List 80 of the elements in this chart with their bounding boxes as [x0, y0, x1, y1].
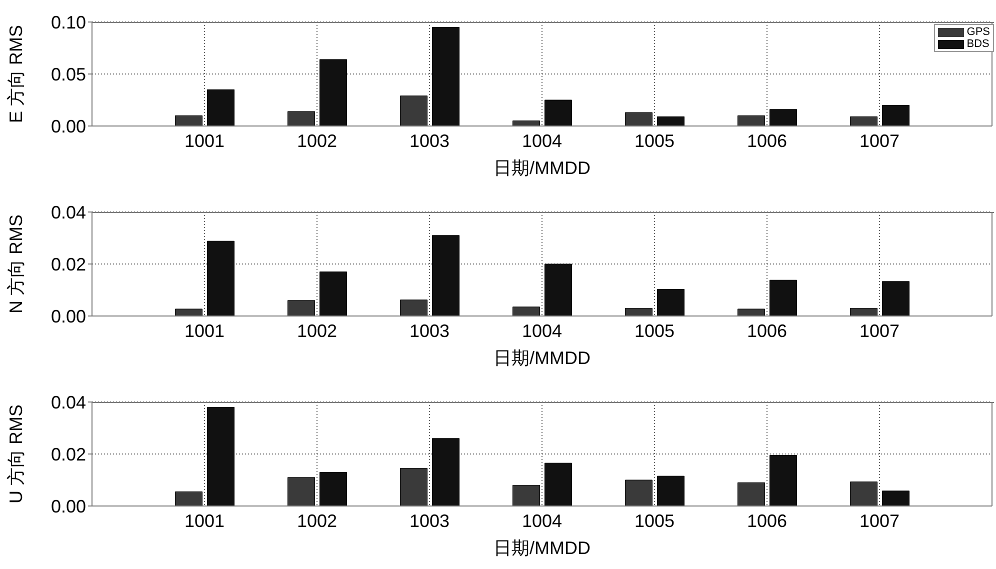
- x-tick-label: 1002: [296, 130, 338, 151]
- bar: [625, 480, 652, 506]
- bar: [400, 300, 428, 316]
- legend-label: BDS: [966, 38, 990, 50]
- y-tick-label: 0.02: [50, 444, 86, 464]
- bar: [432, 438, 460, 506]
- y-axis-title: U 方向 RMS: [6, 404, 26, 504]
- x-axis-title: 日期/MMDD: [494, 538, 590, 558]
- bar: [625, 112, 652, 126]
- y-axis-title: N 方向 RMS: [6, 214, 26, 314]
- bar: [625, 308, 652, 316]
- y-tick-label: 0.04: [50, 392, 86, 412]
- bar: [770, 109, 797, 126]
- x-tick-label: 1007: [859, 510, 900, 531]
- x-tick-label: 1004: [522, 510, 562, 531]
- bar: [288, 111, 315, 126]
- x-tick-label: 1005: [634, 130, 675, 151]
- bar: [738, 308, 765, 316]
- x-tick-label: 1007: [859, 320, 900, 341]
- bar: [512, 120, 540, 126]
- bar: [288, 477, 315, 506]
- x-tick-label: 1006: [746, 130, 788, 151]
- bar: [207, 406, 234, 506]
- bar: [738, 482, 765, 506]
- x-tick-label: 1005: [634, 320, 675, 341]
- y-tick-label: 0.00: [50, 116, 86, 136]
- x-axis-title: 日期/MMDD: [494, 348, 590, 368]
- x-tick-label: 1007: [859, 130, 900, 151]
- x-tick-label: 1001: [184, 510, 225, 531]
- bar: [175, 491, 202, 506]
- bar: [320, 272, 347, 316]
- bar: [657, 476, 684, 506]
- x-axis-title: 日期/MMDD: [494, 158, 590, 178]
- bar: [882, 281, 910, 316]
- x-tick-label: 1002: [296, 320, 338, 341]
- x-tick-label: 1006: [746, 510, 788, 531]
- bar: [850, 482, 878, 506]
- bar: [882, 490, 910, 506]
- y-tick-label: 0.00: [50, 496, 86, 516]
- bar: [320, 59, 347, 126]
- bar: [544, 100, 572, 126]
- bar: [320, 472, 347, 506]
- bar: [432, 26, 460, 126]
- bar: [882, 104, 910, 126]
- bar: [544, 264, 572, 316]
- bar: [400, 468, 428, 506]
- x-tick-label: 1003: [409, 510, 450, 531]
- bar: [288, 300, 315, 316]
- bar: [544, 462, 572, 506]
- y-tick-label: 0.02: [50, 254, 86, 274]
- x-tick-label: 1003: [409, 130, 450, 151]
- y-axis-title: E 方向 RMS: [6, 24, 26, 124]
- bar: [850, 116, 878, 126]
- bar: [850, 308, 878, 316]
- bar: [175, 308, 202, 316]
- bar: [657, 116, 684, 126]
- y-tick-label: 0.04: [50, 202, 86, 222]
- bar: [512, 306, 540, 316]
- y-tick-label: 0.00: [50, 306, 86, 326]
- bar: [400, 96, 428, 126]
- x-tick-label: 1001: [184, 130, 225, 151]
- x-tick-label: 1006: [746, 320, 788, 341]
- y-tick-label: 0.10: [50, 12, 86, 32]
- bar: [207, 89, 234, 126]
- bar: [175, 115, 202, 126]
- bar: [770, 455, 797, 506]
- legend-label: GPS: [966, 26, 990, 38]
- bar: [738, 115, 765, 126]
- y-tick-label: 0.05: [50, 64, 86, 84]
- x-tick-label: 1004: [522, 130, 562, 151]
- x-tick-label: 1001: [184, 320, 225, 341]
- bar: [432, 235, 460, 316]
- x-tick-label: 1005: [634, 510, 675, 531]
- bar: [512, 484, 540, 506]
- bar: [657, 288, 684, 316]
- x-tick-label: 1004: [522, 320, 562, 341]
- bar: [207, 240, 234, 316]
- bar: [770, 280, 797, 316]
- x-tick-label: 1002: [296, 510, 338, 531]
- x-tick-label: 1003: [409, 320, 450, 341]
